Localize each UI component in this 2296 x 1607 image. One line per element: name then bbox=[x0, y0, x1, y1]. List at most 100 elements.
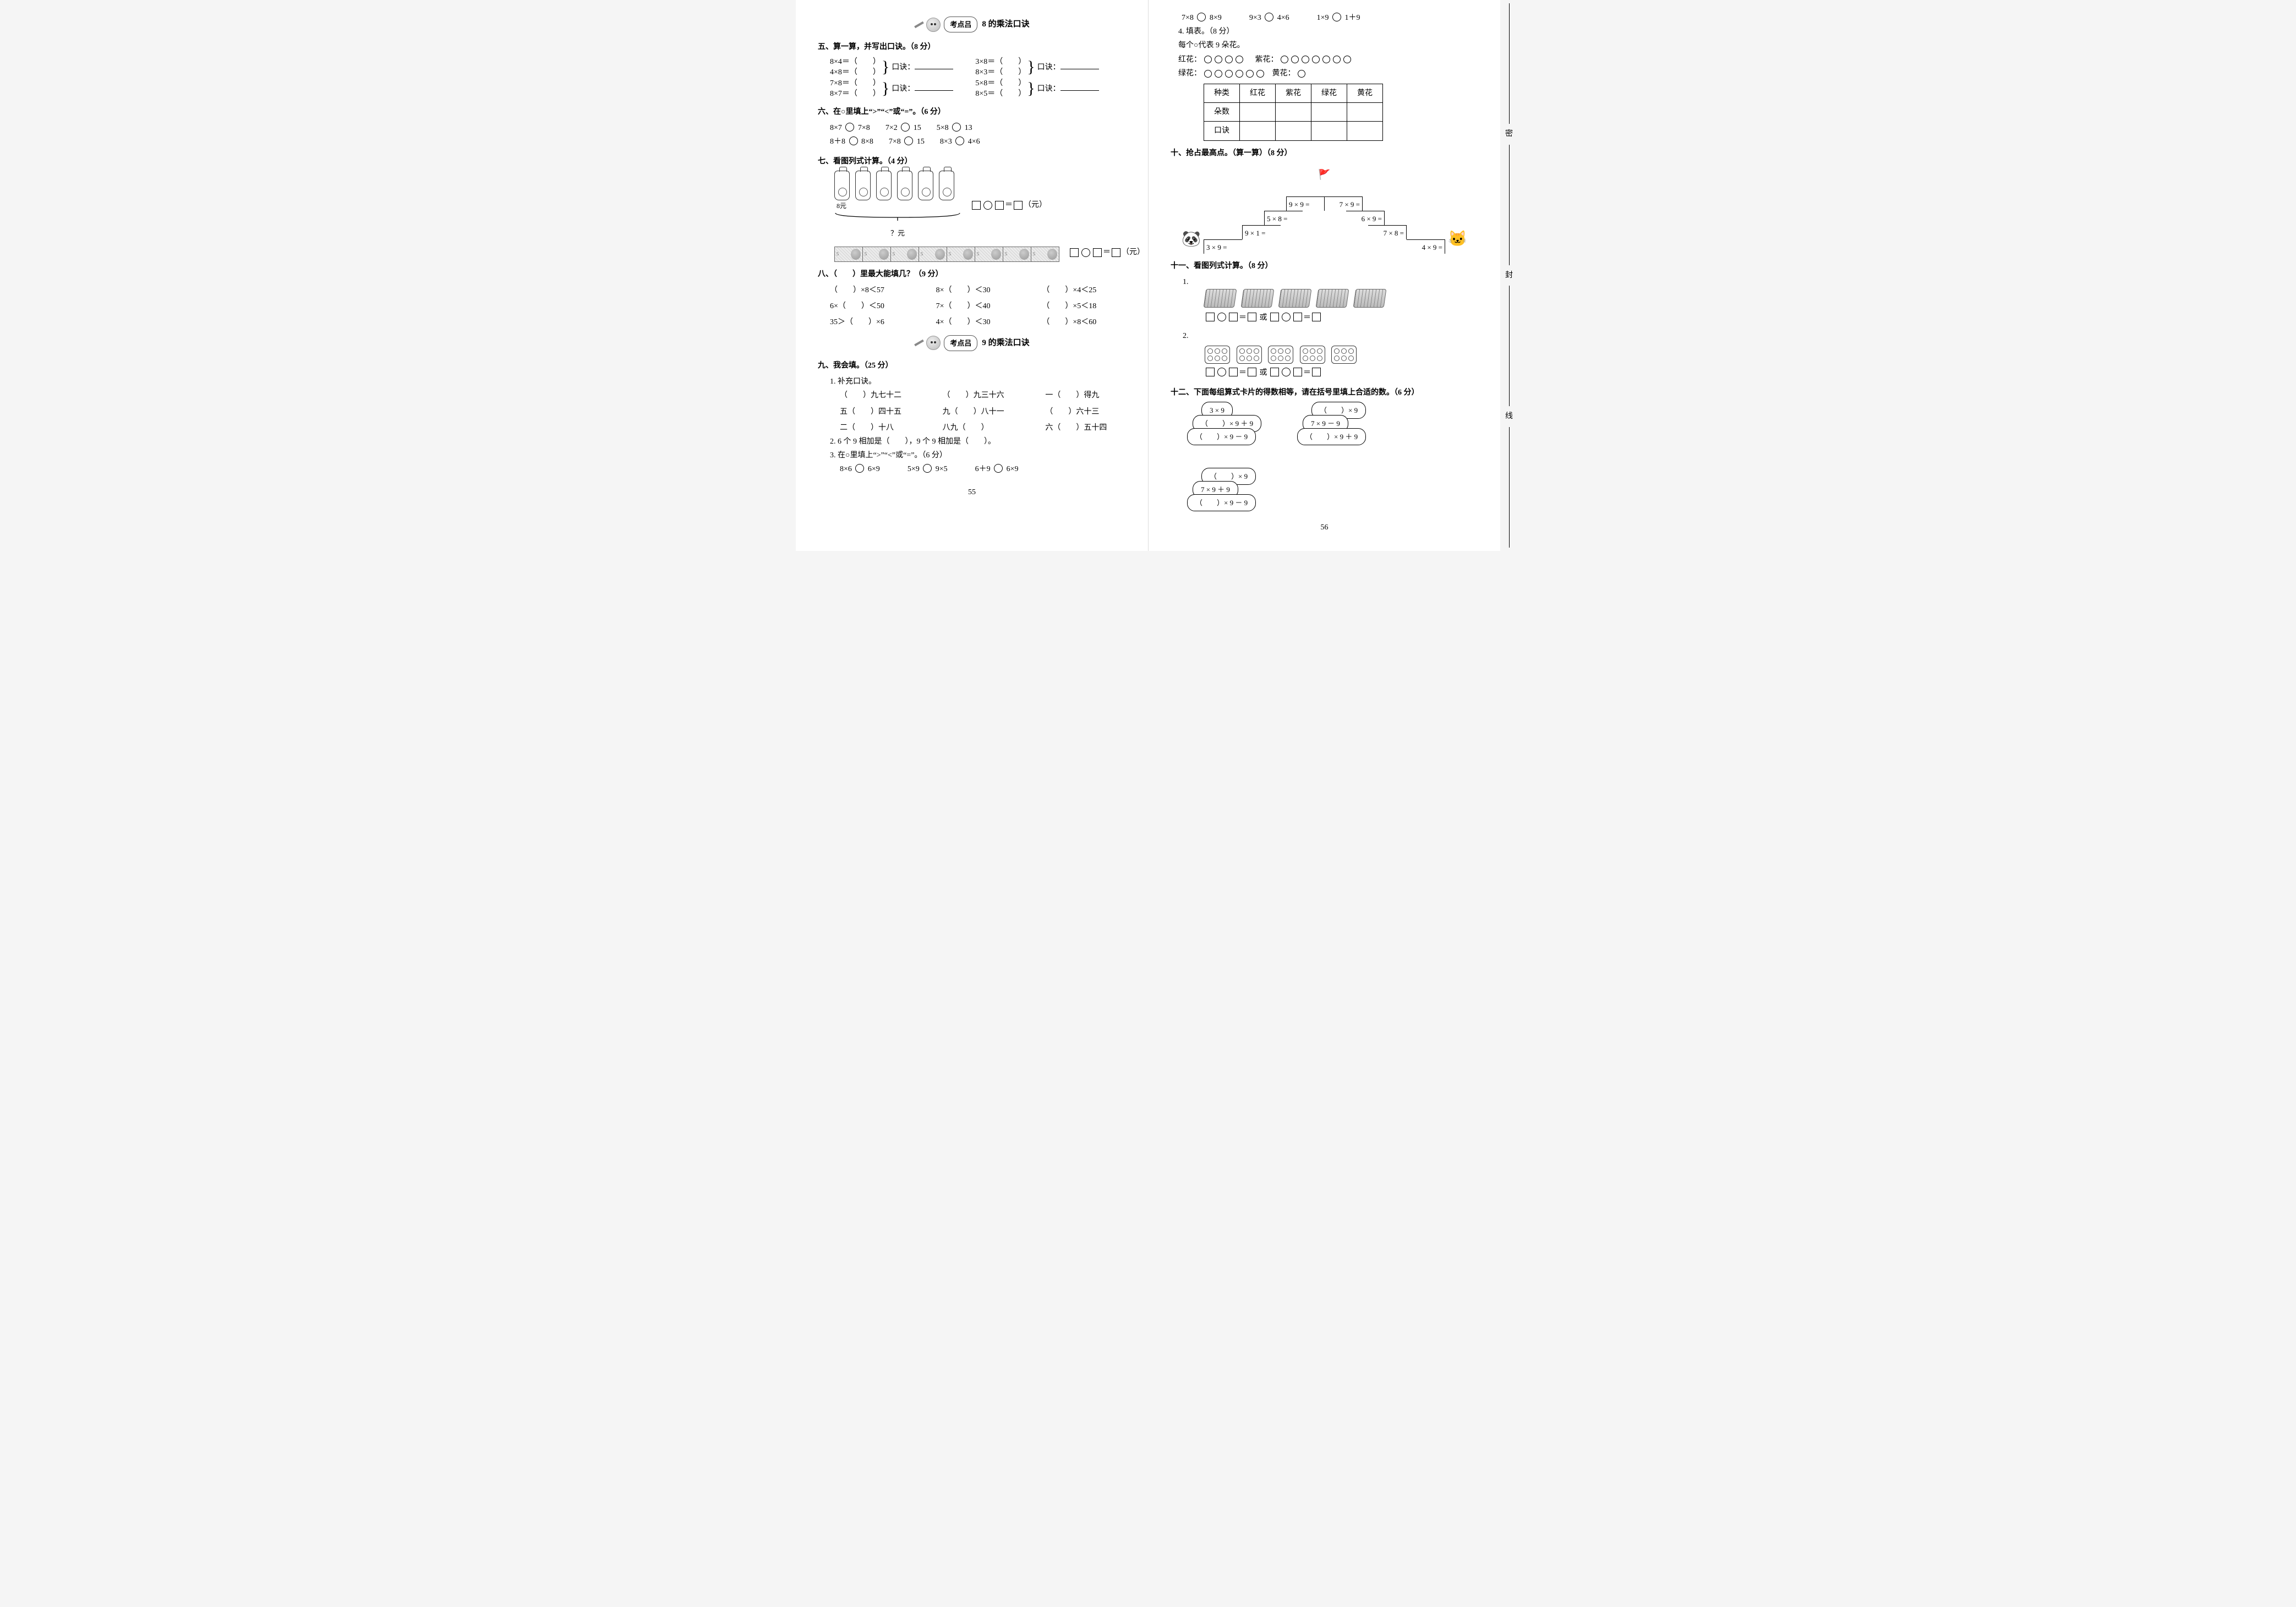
answer-box[interactable] bbox=[1248, 368, 1256, 376]
answer-box[interactable] bbox=[1112, 248, 1120, 257]
blank-line[interactable] bbox=[915, 83, 953, 91]
underbrace: 8元 ？元 bbox=[834, 200, 961, 240]
bottle-icon bbox=[834, 171, 850, 200]
section-header-9: 考点吕 9 的乘法口诀 bbox=[818, 335, 1126, 351]
banknote-icon: 5 bbox=[947, 247, 975, 262]
q9s1-item: 二（ ）十八 bbox=[840, 421, 921, 435]
compare-circle[interactable] bbox=[1197, 13, 1206, 21]
brace-icon: } bbox=[882, 79, 889, 99]
compare-circle[interactable] bbox=[855, 464, 864, 473]
answer-box[interactable] bbox=[1312, 313, 1321, 321]
q12-cards: 3 × 9 （ ）× 9 ＋ 9 （ ）× 9 － 9 （ ）× 9 7 × 9… bbox=[1187, 402, 1478, 512]
answer-box[interactable] bbox=[1270, 313, 1279, 321]
q11-sub2: 2. ＝ 或 ＝ bbox=[1183, 329, 1478, 380]
cell-blank[interactable] bbox=[1240, 103, 1276, 122]
blank-line[interactable] bbox=[1060, 62, 1099, 69]
answer-box[interactable] bbox=[1093, 248, 1102, 257]
q5-pair-2: 3×8＝（ ） 8×3＝（ ） } 口诀： bbox=[975, 57, 1098, 78]
compare-circle[interactable] bbox=[849, 136, 858, 145]
domino-icon bbox=[1316, 289, 1349, 308]
th: 黄花 bbox=[1347, 84, 1383, 102]
price-label: 8元 bbox=[837, 200, 961, 212]
step-r2: 6 × 9 = bbox=[1346, 211, 1385, 225]
cell-blank[interactable] bbox=[1311, 122, 1347, 140]
section-title-9: 9 的乘法口诀 bbox=[982, 336, 1029, 351]
op-circle[interactable] bbox=[1282, 313, 1291, 321]
cell-blank[interactable] bbox=[1347, 103, 1383, 122]
unknown-label: ？元 bbox=[834, 227, 961, 239]
cmp: 8×6 6×9 bbox=[840, 462, 880, 476]
q6-c: 5×8 13 bbox=[937, 121, 972, 135]
cmp: 9×3 4×6 bbox=[1249, 11, 1289, 25]
q9-sub4-title: 4. 填表。（8 分） bbox=[1178, 25, 1478, 39]
cell-blank[interactable] bbox=[1276, 103, 1311, 122]
kaodian-pill: 考点吕 bbox=[944, 335, 977, 351]
q5-body: 8×4＝（ ） 4×8＝（ ） } 口诀： 3×8＝（ ） 8×3＝（ ） } … bbox=[830, 57, 1126, 100]
step-l1: 3 × 9 = bbox=[1204, 239, 1242, 254]
op-circle[interactable] bbox=[1217, 368, 1226, 376]
panda-icon: 🐼 bbox=[1182, 226, 1201, 253]
brace-icon: } bbox=[1027, 79, 1035, 99]
q9-sub3-row1: 8×6 6×9 5×9 9×5 6＋9 6×9 bbox=[840, 462, 1126, 476]
answer-box[interactable] bbox=[1270, 368, 1279, 376]
th: 紫花 bbox=[1276, 84, 1311, 102]
compare-circle[interactable] bbox=[901, 123, 910, 132]
answer-box[interactable] bbox=[1206, 368, 1215, 376]
q9s1-item: （ ）九七十二 bbox=[840, 389, 921, 402]
margin-line bbox=[1509, 3, 1510, 124]
blank-line[interactable] bbox=[915, 62, 953, 69]
domino-icon bbox=[1353, 289, 1387, 308]
q8-title: 八、（ ）里最大能填几？（9 分） bbox=[818, 267, 1126, 281]
yellow-label: 黄花： bbox=[1272, 69, 1295, 78]
answer-box[interactable] bbox=[1293, 368, 1302, 376]
q5-p4b: 8×5＝（ ） bbox=[975, 89, 1026, 100]
section-title-8: 8 的乘法口诀 bbox=[982, 17, 1029, 32]
q8-grid: （ ）×8＜57 8×（ ）＜30 （ ）×4＜25 6×（ ）＜50 7×（ … bbox=[830, 283, 1126, 330]
compare-circle[interactable] bbox=[1332, 13, 1341, 21]
compare-circle[interactable] bbox=[952, 123, 961, 132]
answer-box[interactable] bbox=[972, 201, 981, 210]
q9s1-item: （ ）九三十六 bbox=[943, 389, 1024, 402]
compare-circle[interactable] bbox=[923, 464, 932, 473]
cell-blank[interactable] bbox=[1311, 103, 1347, 122]
answer-box[interactable] bbox=[1014, 201, 1023, 210]
answer-box[interactable] bbox=[1248, 313, 1256, 321]
answer-box[interactable] bbox=[1229, 313, 1238, 321]
op-circle[interactable] bbox=[1217, 313, 1226, 321]
op-circle[interactable] bbox=[1081, 248, 1090, 257]
cell-blank[interactable] bbox=[1276, 122, 1311, 140]
purple-circles bbox=[1280, 56, 1352, 63]
kj-label: 口诀： bbox=[1037, 85, 1060, 93]
answer-box[interactable] bbox=[1312, 368, 1321, 376]
answer-box[interactable] bbox=[1229, 368, 1238, 376]
compare-circle[interactable] bbox=[1265, 13, 1273, 21]
answer-box[interactable] bbox=[1206, 313, 1215, 321]
compare-circle[interactable] bbox=[955, 136, 964, 145]
margin-char-b: 封 bbox=[1505, 269, 1513, 282]
card-stack-2: （ ）× 9 7 × 9 － 9 （ ）× 9 ＋ 9 bbox=[1297, 402, 1385, 446]
th: 红花 bbox=[1240, 84, 1276, 102]
answer-box[interactable] bbox=[1070, 248, 1079, 257]
q9s1-item: 六（ ）五十四 bbox=[1045, 421, 1126, 435]
flower-table: 种类 红花 紫花 绿花 黄花 朵数 口诀 bbox=[1204, 84, 1383, 141]
cell-blank[interactable] bbox=[1347, 122, 1383, 140]
compare-circle[interactable] bbox=[994, 464, 1003, 473]
banknote-icon: 5 bbox=[1031, 247, 1059, 262]
op-circle[interactable] bbox=[983, 201, 992, 210]
answer-box[interactable] bbox=[995, 201, 1004, 210]
compare-circle[interactable] bbox=[904, 136, 913, 145]
bottle-icon bbox=[855, 171, 871, 200]
blank-line[interactable] bbox=[1060, 83, 1099, 91]
q6-body: 8×7 7×8 7×2 15 5×8 13 8＋8 8×8 7×8 15 8×3… bbox=[830, 121, 1126, 149]
answer-box[interactable] bbox=[1293, 313, 1302, 321]
cell-blank[interactable] bbox=[1240, 122, 1276, 140]
red-circles bbox=[1204, 56, 1244, 63]
q6-c: 7×2 15 bbox=[885, 121, 921, 135]
table-row: 口诀 bbox=[1204, 122, 1383, 140]
cat-icon: 🐱 bbox=[1448, 226, 1467, 253]
op-circle[interactable] bbox=[1282, 368, 1291, 376]
compare-circle[interactable] bbox=[845, 123, 854, 132]
q9s1-item: 一（ ）得九 bbox=[1045, 389, 1126, 402]
q6-c: 7×8 15 bbox=[889, 135, 925, 149]
purple-label: 紫花： bbox=[1255, 56, 1278, 64]
